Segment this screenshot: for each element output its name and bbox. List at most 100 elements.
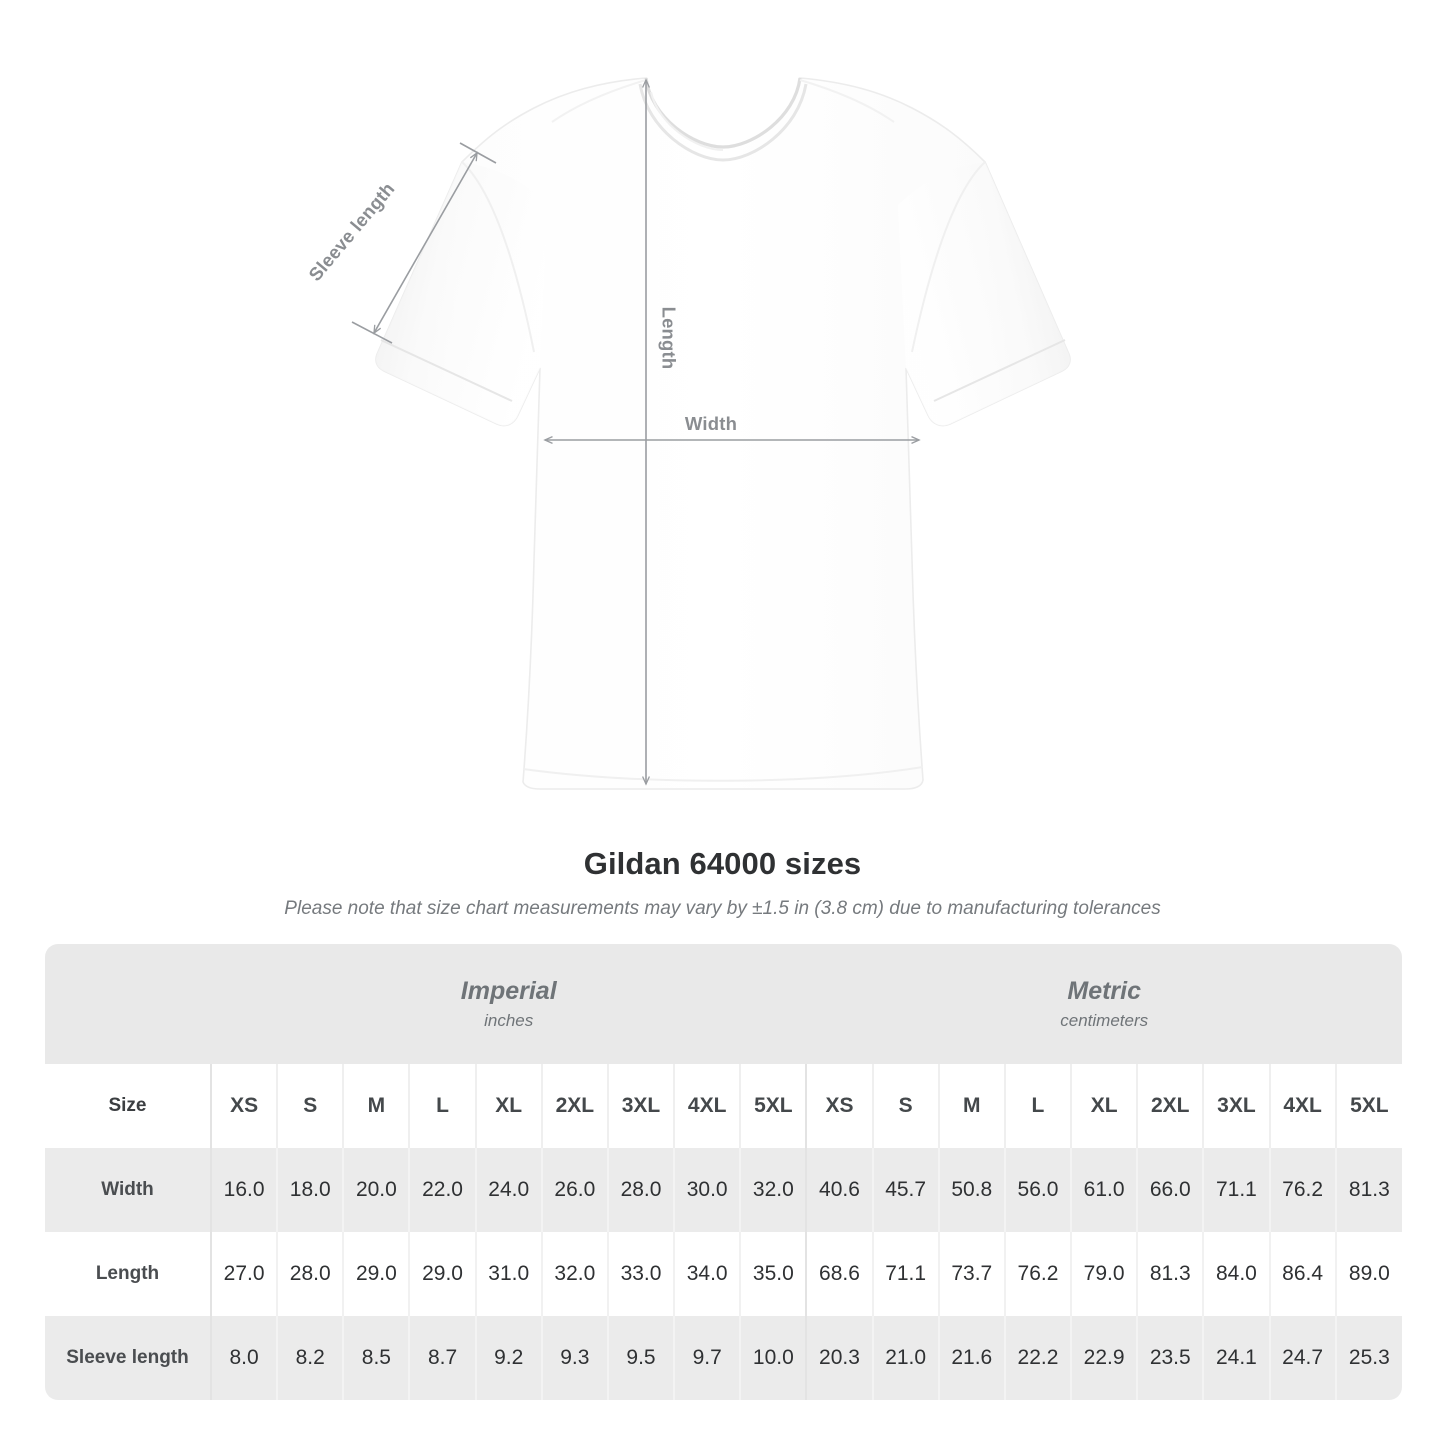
cell-width-imperial-2xl: 26.0: [540, 1148, 608, 1232]
unit-banner-row: Imperial inches Metric centimeters: [45, 944, 1402, 1064]
size-header-metric-3xl: 3XL: [1202, 1064, 1270, 1148]
cell-width-metric-xl: 61.0: [1070, 1148, 1138, 1232]
cell-width-metric-3xl: 71.1: [1202, 1148, 1270, 1232]
cell-length-metric-4xl: 86.4: [1268, 1232, 1336, 1316]
cell-length-imperial-5xl: 35.0: [739, 1232, 807, 1316]
cell-length-imperial-3xl: 33.0: [606, 1232, 675, 1316]
cell-sleeve-length-metric-3xl: 24.1: [1202, 1316, 1270, 1400]
size-header-metric-m: M: [937, 1064, 1005, 1148]
cell-sleeve-length-metric-s: 21.0: [871, 1316, 939, 1400]
cell-length-imperial-xs: 27.0: [209, 1232, 278, 1316]
page-title: Gildan 64000 sizes: [583, 846, 862, 881]
size-header-imperial-l: L: [408, 1064, 476, 1148]
size-header-metric-s: S: [871, 1064, 939, 1148]
cell-width-imperial-5xl: 32.0: [739, 1148, 807, 1232]
cell-length-imperial-l: 29.0: [408, 1232, 476, 1316]
tolerance-note: Please note that size chart measurements…: [284, 898, 1161, 920]
cell-sleeve-length-metric-xl: 22.9: [1070, 1316, 1138, 1400]
tshirt-illustration: Sleeve length Length Width: [304, 77, 1071, 790]
cell-sleeve-length-imperial-l: 8.7: [408, 1316, 476, 1400]
sleeve-tick-top: [459, 142, 497, 164]
cell-sleeve-length-imperial-xs: 8.0: [209, 1316, 278, 1400]
unit-subtitle: inches: [484, 1011, 534, 1031]
cell-width-imperial-xs: 16.0: [209, 1148, 278, 1232]
cell-length-metric-5xl: 89.0: [1334, 1232, 1402, 1316]
cell-width-imperial-m: 20.0: [342, 1148, 410, 1232]
size-header-metric-xl: XL: [1070, 1064, 1138, 1148]
cell-sleeve-length-metric-5xl: 25.3: [1334, 1316, 1402, 1400]
size-column-label: Size: [45, 1064, 211, 1148]
cell-length-imperial-2xl: 32.0: [540, 1232, 608, 1316]
cell-sleeve-length-metric-m: 21.6: [937, 1316, 1005, 1400]
size-header-imperial-m: M: [342, 1064, 410, 1148]
length-dimension-label: Length: [658, 306, 680, 370]
cell-sleeve-length-imperial-2xl: 9.3: [540, 1316, 608, 1400]
cell-width-imperial-xl: 24.0: [474, 1148, 542, 1232]
unit-name: Imperial: [460, 976, 557, 1005]
size-header-imperial-2xl: 2XL: [540, 1064, 608, 1148]
size-header-metric-5xl: 5XL: [1334, 1064, 1402, 1148]
cell-length-metric-xl: 79.0: [1070, 1232, 1138, 1316]
unit-header-metric: Metric centimeters: [806, 944, 1402, 1064]
table-row: Length 27.0 28.0 29.0 29.0 31.0 32.0 33.0 34.0 35…: [45, 1232, 1402, 1316]
unit-banner-spacer: [45, 944, 211, 1064]
table-row: Width 16.0 18.0 20.0 22.0 24.0 26.0 28.0 30.0 32.…: [45, 1148, 1402, 1232]
cell-length-imperial-m: 29.0: [342, 1232, 410, 1316]
unit-subtitle: centimeters: [1060, 1011, 1149, 1031]
sleeve-arrow: [374, 153, 477, 333]
cell-width-metric-l: 56.0: [1003, 1148, 1072, 1232]
cell-sleeve-length-imperial-4xl: 9.7: [673, 1316, 741, 1400]
row-label-length: Length: [45, 1232, 211, 1316]
cell-length-metric-m: 73.7: [937, 1232, 1005, 1316]
cell-sleeve-length-imperial-m: 8.5: [342, 1316, 410, 1400]
size-header-imperial-xs: XS: [209, 1064, 278, 1148]
cell-length-metric-l: 76.2: [1003, 1232, 1072, 1316]
cell-sleeve-length-imperial-s: 8.2: [276, 1316, 344, 1400]
cell-sleeve-length-metric-4xl: 24.7: [1268, 1316, 1336, 1400]
cell-length-imperial-s: 28.0: [276, 1232, 344, 1316]
cell-length-imperial-4xl: 34.0: [673, 1232, 741, 1316]
size-header-metric-2xl: 2XL: [1136, 1064, 1204, 1148]
dimension-lines: [351, 80, 919, 784]
size-chart-table: Imperial inches Metric centimeters Size XS S M L…: [45, 944, 1402, 1400]
size-header-metric-xs: XS: [805, 1064, 873, 1148]
size-header-metric-l: L: [1003, 1064, 1072, 1148]
cell-length-metric-xs: 68.6: [805, 1232, 873, 1316]
row-label-width: Width: [45, 1148, 211, 1232]
size-header-imperial-s: S: [276, 1064, 344, 1148]
size-header-metric-4xl: 4XL: [1268, 1064, 1336, 1148]
cell-width-metric-xs: 40.6: [805, 1148, 873, 1232]
row-label-sleeve-length: Sleeve length: [45, 1316, 211, 1400]
cell-sleeve-length-metric-xs: 20.3: [805, 1316, 873, 1400]
tshirt-shape: [375, 77, 1071, 790]
cell-width-metric-5xl: 81.3: [1334, 1148, 1402, 1232]
cell-sleeve-length-imperial-5xl: 10.0: [739, 1316, 807, 1400]
cell-sleeve-length-imperial-3xl: 9.5: [606, 1316, 675, 1400]
unit-name: Metric: [1067, 976, 1142, 1005]
cell-width-metric-4xl: 76.2: [1268, 1148, 1336, 1232]
cell-sleeve-length-metric-2xl: 23.5: [1136, 1316, 1204, 1400]
cell-width-imperial-4xl: 30.0: [673, 1148, 741, 1232]
sleeve-tick-bottom: [351, 321, 393, 344]
cell-sleeve-length-metric-l: 22.2: [1003, 1316, 1072, 1400]
width-dimension-label: Width: [684, 412, 738, 434]
size-header-imperial-4xl: 4XL: [673, 1064, 741, 1148]
size-header-row: Size XS S M L XL 2XL 3XL 4XL 5XL XS S M L XL 2XL 3XL 4XL 5…: [45, 1064, 1402, 1148]
size-header-imperial-5xl: 5XL: [739, 1064, 807, 1148]
cell-length-metric-2xl: 81.3: [1136, 1232, 1204, 1316]
cell-width-metric-s: 45.7: [871, 1148, 939, 1232]
table-row: Sleeve length 8.0 8.2 8.5 8.7 9.2 9.3 9.5 9.7 10.…: [45, 1316, 1402, 1400]
size-header-imperial-xl: XL: [474, 1064, 542, 1148]
cell-length-metric-3xl: 84.0: [1202, 1232, 1270, 1316]
title-block: Gildan 64000 sizes Please note that size…: [0, 845, 1445, 921]
cell-width-imperial-3xl: 28.0: [606, 1148, 675, 1232]
size-header-imperial-3xl: 3XL: [606, 1064, 675, 1148]
unit-header-imperial: Imperial inches: [211, 944, 807, 1064]
cell-sleeve-length-imperial-xl: 9.2: [474, 1316, 542, 1400]
cell-length-metric-s: 71.1: [871, 1232, 939, 1316]
cell-width-imperial-s: 18.0: [276, 1148, 344, 1232]
cell-length-imperial-xl: 31.0: [474, 1232, 542, 1316]
size-chart-table-container: Imperial inches Metric centimeters Size XS S M L…: [45, 944, 1402, 1400]
cell-width-metric-m: 50.8: [937, 1148, 1005, 1232]
